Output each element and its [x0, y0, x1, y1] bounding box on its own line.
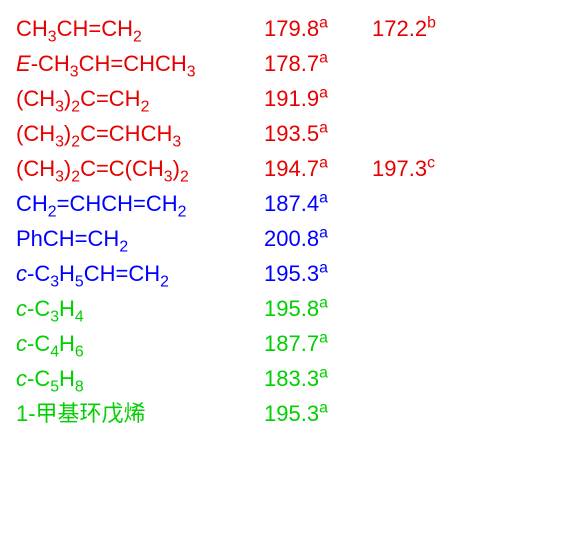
compound-label: CH2=CHCH=CH2 [16, 193, 264, 215]
value-cell: 178.7a [264, 53, 372, 75]
compound-label: E-CH3CH=CHCH3 [16, 53, 264, 75]
compound-label: 1-甲基环戊烯 [16, 403, 264, 425]
data-table: CH3CH=CH2179.8a172.2b E-CH3CH=CHCH3178.7a… [16, 18, 570, 425]
table-row: CH3CH=CH2179.8a172.2b [16, 18, 570, 40]
table-row: PhCH=CH2200.8a [16, 228, 570, 250]
compound-label: c-C3H5CH=CH2 [16, 263, 264, 285]
table-row: c-C3H4195.8a [16, 298, 570, 320]
compound-label: (CH3)2C=CHCH3 [16, 123, 264, 145]
value-cell: 195.3a [264, 263, 372, 285]
compound-label: c-C4H6 [16, 333, 264, 355]
compound-label: CH3CH=CH2 [16, 18, 264, 40]
value-cell: 187.4a [264, 193, 372, 215]
value-cell: 197.3c [372, 158, 435, 180]
value-cell: 194.7a [264, 158, 372, 180]
compound-label: PhCH=CH2 [16, 228, 264, 250]
compound-label: (CH3)2C=CH2 [16, 88, 264, 110]
value-cell: 183.3a [264, 368, 372, 390]
value-cell: 195.3a [264, 403, 372, 425]
value-cell: 200.8a [264, 228, 372, 250]
table-row: c-C5H8183.3a [16, 368, 570, 390]
value-cell: 179.8a [264, 18, 372, 40]
table-row: c-C4H6187.7a [16, 333, 570, 355]
table-row: CH2=CHCH=CH2187.4a [16, 193, 570, 215]
table-row: E-CH3CH=CHCH3178.7a [16, 53, 570, 75]
value-cell: 172.2b [372, 18, 436, 40]
compound-label: (CH3)2C=C(CH3)2 [16, 158, 264, 180]
table-row: (CH3)2C=CH2191.9a [16, 88, 570, 110]
value-cell: 191.9a [264, 88, 372, 110]
table-row: (CH3)2C=CHCH3193.5a [16, 123, 570, 145]
value-cell: 195.8a [264, 298, 372, 320]
table-row: c-C3H5CH=CH2195.3a [16, 263, 570, 285]
compound-label: c-C5H8 [16, 368, 264, 390]
compound-label: c-C3H4 [16, 298, 264, 320]
table-row: (CH3)2C=C(CH3)2194.7a197.3c [16, 158, 570, 180]
table-row: 1-甲基环戊烯195.3a [16, 403, 570, 425]
value-cell: 187.7a [264, 333, 372, 355]
value-cell: 193.5a [264, 123, 372, 145]
